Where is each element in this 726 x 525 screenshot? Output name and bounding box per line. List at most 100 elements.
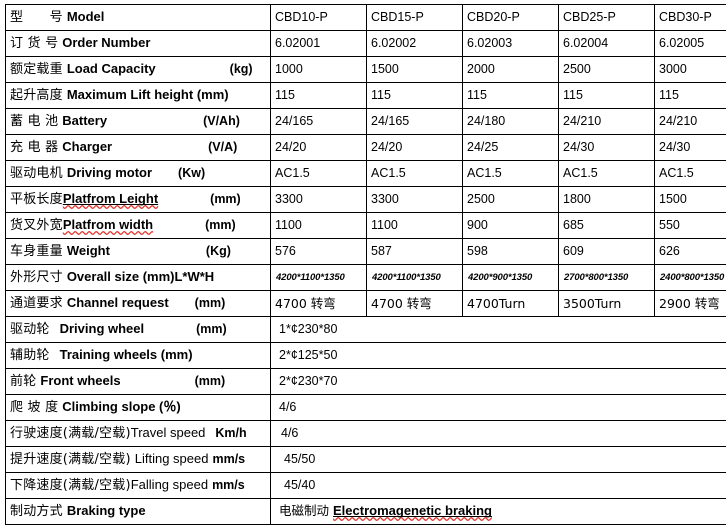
cell-value: 685 xyxy=(559,213,655,239)
row-label-cn: 制动方式 xyxy=(10,504,63,519)
cell-value: 24/30 xyxy=(559,135,655,161)
cell-value: 24/30 xyxy=(655,135,726,161)
braking-type-en: Electromagenetic braking xyxy=(333,503,492,518)
row-label-unit: (kg) xyxy=(230,62,253,76)
row-label-en: Channel request xyxy=(67,295,169,310)
row-label-en: Charger xyxy=(62,139,112,154)
row-label-en: Braking type xyxy=(67,503,146,518)
cell-value: 24/180 xyxy=(463,109,559,135)
cell-value: AC1.5 xyxy=(367,161,463,187)
cell-value: 3300 xyxy=(271,187,367,213)
cell-value-merged: 45/50 xyxy=(271,447,726,473)
row-label-en: Front wheels xyxy=(40,373,120,388)
cell-value: 6.02002 xyxy=(367,31,463,57)
cell-value: 626 xyxy=(655,239,726,265)
row-label-en: Weight xyxy=(67,243,110,258)
row-label-unit: (mm) xyxy=(195,374,226,388)
cell-value: AC1.5 xyxy=(559,161,655,187)
row-label-unit: (Kw) xyxy=(178,166,205,180)
cell-value: 550 xyxy=(655,213,726,239)
cell-value: CBD20-P xyxy=(463,5,559,31)
row-label-unit: mm/s xyxy=(212,452,245,466)
row-label-unit: (V/Ah) xyxy=(203,114,240,128)
row-label-cn: 充 电 器 xyxy=(10,140,58,155)
cell-value: 609 xyxy=(559,239,655,265)
row-label-platform-length: 平板长度Platfrom Leight(mm) xyxy=(6,187,271,213)
cell-value: 24/210 xyxy=(559,109,655,135)
cell-value-merged: 电磁制动 Electromagenetic braking xyxy=(271,499,726,525)
cell-value: 4700 转弯 xyxy=(271,291,367,317)
misspelled-word: Platfrom width xyxy=(63,217,153,232)
row-label-cn: 订 货 号 xyxy=(10,36,58,51)
cell-value: 2400*800*1350 xyxy=(655,265,726,291)
row-label-cn: 货叉外宽 xyxy=(10,218,63,233)
misspelled-word: Platfrom Leight xyxy=(63,191,158,206)
cell-value: 115 xyxy=(463,83,559,109)
row-label-en: Training wheels (mm) xyxy=(60,347,193,362)
cell-value: 1500 xyxy=(367,57,463,83)
cell-value: 6.02003 xyxy=(463,31,559,57)
cell-value: 1500 xyxy=(655,187,726,213)
row-label-cn: 型 号 xyxy=(10,10,63,25)
cell-value: 1000 xyxy=(271,57,367,83)
row-label-en: Driving wheel xyxy=(60,321,145,336)
table-row: 货叉外宽Platfrom width(mm) 1100 1100 900 685… xyxy=(6,213,726,239)
cell-value: 4700 转弯 xyxy=(367,291,463,317)
cell-value: 24/165 xyxy=(367,109,463,135)
cell-value: 6.02001 xyxy=(271,31,367,57)
cell-value: CBD25-P xyxy=(559,5,655,31)
row-label-cn: 提升速度(满载/空载) xyxy=(10,452,131,467)
cell-value: 3500Turn xyxy=(559,291,655,317)
row-label-unit: (mm) xyxy=(210,192,241,206)
cell-value: 24/165 xyxy=(271,109,367,135)
cell-value-merged: 2*¢125*50 xyxy=(271,343,726,369)
row-label-cn: 外形尺寸 xyxy=(10,270,63,285)
cell-value-merged: 45/40 xyxy=(271,473,726,499)
table-row: 平板长度Platfrom Leight(mm) 3300 3300 2500 1… xyxy=(6,187,726,213)
cell-value: 2900 转弯 xyxy=(655,291,726,317)
row-label-unit: mm/s xyxy=(212,478,245,492)
row-label-unit: (mm) xyxy=(195,296,226,310)
cell-value: 1800 xyxy=(559,187,655,213)
cell-value: 1100 xyxy=(367,213,463,239)
cell-value: 115 xyxy=(367,83,463,109)
row-label-cn: 行驶速度(满载/空载) xyxy=(10,426,131,441)
cell-value: 4200*1100*1350 xyxy=(271,265,367,291)
cell-value: 24/25 xyxy=(463,135,559,161)
row-label-charger: 充 电 器 Charger (V/A) xyxy=(6,135,271,161)
row-label-braking-type: 制动方式 Braking type xyxy=(6,499,271,525)
cell-value: 3000 xyxy=(655,57,726,83)
cell-value: 2700*800*1350 xyxy=(559,265,655,291)
row-label-overall-size: 外形尺寸 Overall size (mm)L*W*H xyxy=(6,265,271,291)
cell-value: 24/20 xyxy=(367,135,463,161)
braking-type-cn: 电磁制动 xyxy=(279,503,329,518)
row-label-en: Overall size (mm)L*W*H xyxy=(67,269,214,284)
cell-value: 2500 xyxy=(559,57,655,83)
row-label-fork-outer-width: 货叉外宽Platfrom width(mm) xyxy=(6,213,271,239)
row-label-unit: (V/A) xyxy=(208,140,237,154)
row-label-en: Platfrom Leight xyxy=(63,191,158,206)
